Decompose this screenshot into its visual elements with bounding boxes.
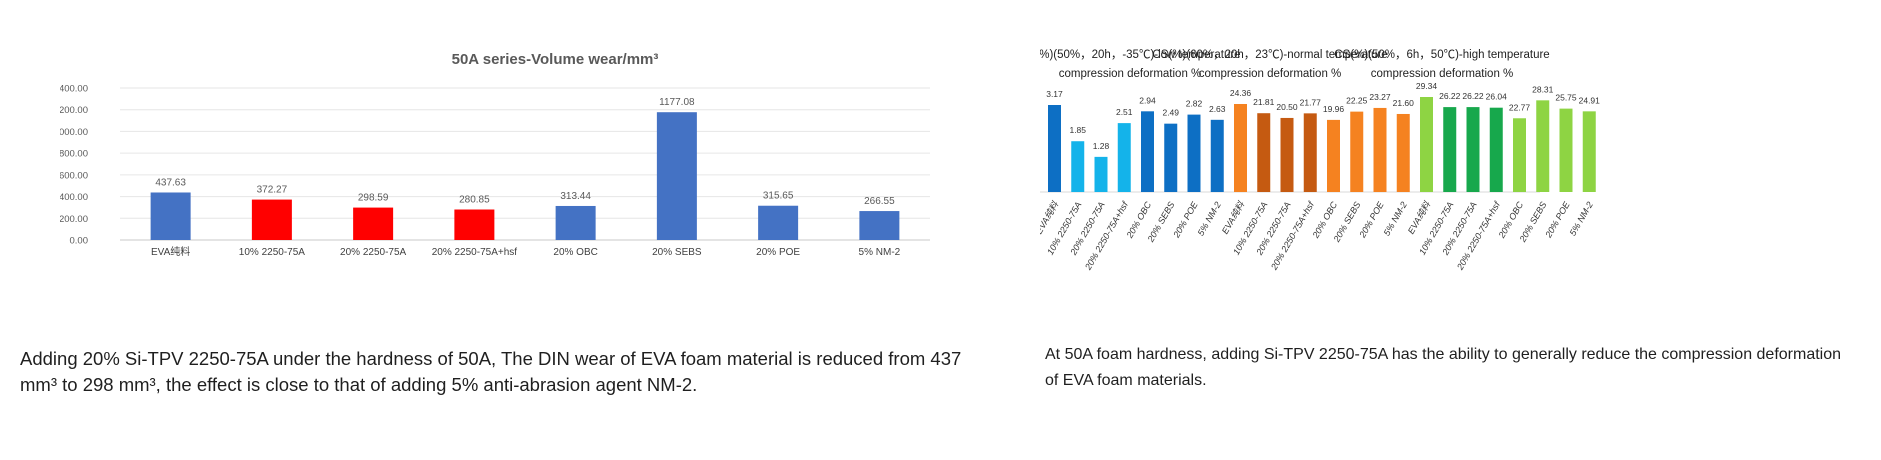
- data-label: 3.17: [1046, 89, 1063, 99]
- group-title-line: CS(%)(50%，20h，-35℃)-low temperature: [1040, 49, 1241, 61]
- y-tick-label: 800.00: [60, 149, 88, 160]
- data-label: 298.59: [358, 193, 389, 204]
- bar: [1559, 108, 1573, 192]
- group-title-line: CS(%)(50%，6h，50℃)-high temperature: [1334, 49, 1549, 61]
- x-tick-label: 20% POE: [756, 247, 800, 258]
- bar: [454, 209, 495, 240]
- data-label: 24.91: [1579, 95, 1601, 105]
- chart-title: 50A series-Volume wear/mm³: [452, 51, 659, 68]
- bar: [1350, 111, 1364, 192]
- data-label: 20.50: [1276, 102, 1298, 112]
- bar: [1303, 113, 1317, 192]
- bar: [1582, 111, 1596, 192]
- x-tick-label: 5% NM-2: [1568, 200, 1595, 237]
- bar: [1280, 117, 1294, 192]
- bar: [1466, 107, 1480, 192]
- data-label: 22.25: [1346, 96, 1368, 106]
- data-label: 22.77: [1509, 102, 1531, 112]
- data-label: 29.34: [1416, 81, 1438, 91]
- bar: [251, 199, 292, 240]
- bar: [353, 207, 394, 240]
- data-label: 1.28: [1093, 141, 1110, 151]
- data-label: 1.85: [1069, 125, 1086, 135]
- bar: [1048, 105, 1061, 192]
- data-label: 315.65: [763, 191, 794, 202]
- bar: [1071, 141, 1085, 192]
- y-tick-label: 400.00: [60, 192, 88, 203]
- bar: [1513, 118, 1526, 192]
- bar: [1536, 100, 1550, 192]
- bar: [1141, 111, 1154, 192]
- data-label: 19.96: [1323, 104, 1345, 114]
- x-tick-label: EVA纯料: [151, 245, 190, 258]
- bar: [1164, 123, 1178, 192]
- x-tick-label: 5% NM-2: [859, 247, 901, 258]
- y-tick-label: 600.00: [60, 170, 88, 181]
- group-title-line: compression deformation %: [1199, 68, 1342, 80]
- bar: [1327, 119, 1340, 192]
- x-tick-label: 10% 2250-75A: [239, 247, 305, 258]
- bar: [1443, 107, 1457, 192]
- data-label: 1177.08: [659, 97, 695, 108]
- y-tick-label: 1400.00: [60, 84, 88, 95]
- data-label: 26.22: [1439, 91, 1461, 101]
- bar: [150, 192, 191, 240]
- group-title-line: compression deformation %: [1059, 68, 1202, 80]
- data-label: 23.27: [1369, 92, 1391, 102]
- data-label: 26.22: [1462, 91, 1484, 101]
- bar: [656, 112, 697, 240]
- compression-caption: At 50A foam hardness, adding Si-TPV 2250…: [1045, 346, 1842, 389]
- x-tick-label: 20% 2250-75A+hsf: [432, 247, 518, 258]
- data-label: 313.44: [560, 191, 591, 202]
- x-tick-label: 20% SEBS: [652, 247, 702, 258]
- bar: [758, 205, 799, 240]
- data-label: 2.63: [1209, 104, 1226, 114]
- wear-caption: Adding 20% Si-TPV 2250-75A under the har…: [20, 348, 962, 395]
- bar: [1210, 119, 1224, 192]
- y-tick-label: 1000.00: [60, 127, 88, 138]
- data-label: 280.85: [459, 195, 490, 206]
- data-label: 2.82: [1186, 99, 1203, 109]
- bar: [1187, 114, 1201, 192]
- bar: [555, 205, 596, 240]
- y-tick-label: 0.00: [70, 236, 89, 247]
- data-label: 2.51: [1116, 107, 1133, 117]
- data-label: 21.77: [1300, 97, 1322, 107]
- bar: [1117, 123, 1131, 192]
- group-title-line: compression deformation %: [1371, 68, 1514, 80]
- bar: [1234, 104, 1247, 192]
- x-tick-label: 20% 2250-75A+hsf: [1454, 199, 1502, 273]
- data-label: 437.63: [155, 177, 186, 188]
- volume-wear-chart: 50A series-Volume wear/mm³ 0.00 200.00 400.…: [60, 51, 930, 258]
- bar: [1489, 107, 1503, 192]
- x-tick-label: 5% NM-2: [1382, 200, 1409, 237]
- data-label: 28.31: [1532, 84, 1554, 94]
- bar: [1373, 107, 1387, 192]
- y-tick-label: 200.00: [60, 214, 88, 225]
- data-label: 21.60: [1393, 98, 1415, 108]
- x-tick-label: 20% 2250-75A+hsf: [1268, 199, 1316, 273]
- data-label: 25.75: [1555, 93, 1577, 103]
- data-label: 26.04: [1486, 92, 1508, 102]
- data-label: 21.81: [1253, 97, 1275, 107]
- bar: [1420, 97, 1433, 192]
- data-label: 372.27: [257, 185, 288, 196]
- bar: [1094, 156, 1108, 192]
- bar: [1257, 113, 1271, 192]
- x-tick-label: 20% OBC: [553, 247, 597, 258]
- x-tick-label: 20% 2250-75A: [340, 247, 406, 258]
- data-label: 266.55: [864, 196, 895, 207]
- compression-deformation-chart: CS(%)(50%，20h，-35℃)-low temperature compr…: [1040, 49, 1601, 273]
- bar: [859, 211, 900, 240]
- x-tick-label: 20% 2250-75A+hsf: [1082, 199, 1130, 273]
- y-tick-label: 1200.00: [60, 105, 88, 116]
- data-label: 2.94: [1139, 95, 1156, 105]
- group-title-line: CS(%)(60%，20h，23℃)-normal temperature: [1152, 49, 1387, 61]
- bar: [1396, 113, 1410, 192]
- x-tick-label: 5% NM-2: [1196, 200, 1223, 237]
- data-label: 2.49: [1162, 108, 1179, 118]
- data-label: 24.36: [1230, 88, 1252, 98]
